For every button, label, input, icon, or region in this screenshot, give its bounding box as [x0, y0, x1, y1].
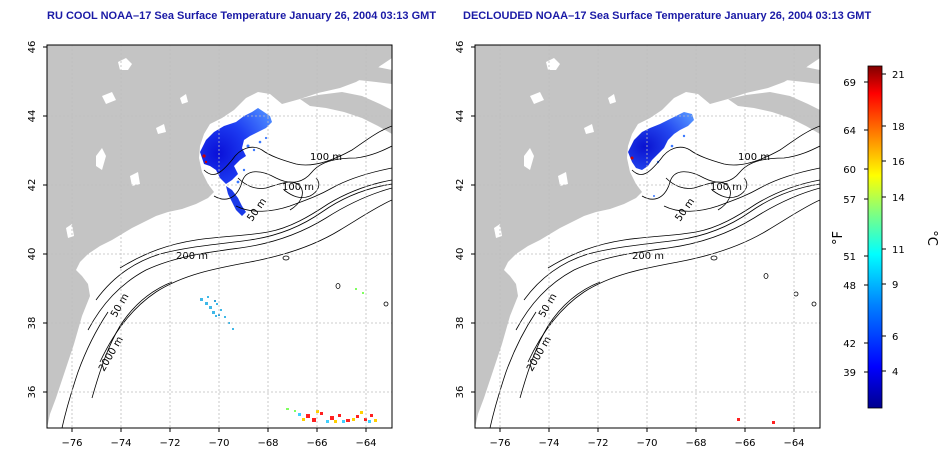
- map-right-gridlines: [475, 45, 820, 428]
- f-tick-label: 57: [843, 195, 856, 206]
- c-tick-label: 6: [892, 332, 898, 343]
- f-tick-label: 64: [843, 126, 856, 137]
- y-tick-label: 42: [455, 179, 466, 192]
- map-right-y-ticks: 36 38 40 42 44 46: [455, 41, 466, 399]
- x-tick-label: −72: [159, 438, 180, 449]
- y-tick-label: 36: [455, 386, 466, 399]
- x-tick-label: −72: [587, 438, 608, 449]
- y-tick-label: 46: [27, 41, 38, 54]
- f-tick-label: 39: [843, 368, 856, 379]
- y-tick-label: 38: [27, 317, 38, 330]
- f-tick-label: 69: [843, 78, 856, 89]
- contour-label: 100 m: [282, 182, 314, 193]
- temperature-colorbar: 69 64 60 57 51 48 42 39 21 18 16 14 11 9…: [831, 65, 939, 409]
- y-tick-label: 42: [27, 179, 38, 192]
- f-tick-label: 48: [843, 281, 856, 292]
- y-tick-label: 40: [455, 248, 466, 261]
- map-left-scattered-sst: [200, 288, 377, 423]
- x-tick-label: −66: [734, 438, 755, 449]
- x-tick-label: −74: [538, 438, 559, 449]
- map-right-contours: [489, 125, 820, 428]
- y-tick-label: 38: [455, 317, 466, 330]
- contour-label: 200 m: [632, 251, 664, 262]
- colorbar-celsius-ticks: 21 18 16 14 11 9 6 4: [892, 70, 905, 378]
- c-tick-label: 14: [892, 193, 905, 204]
- map-right-scattered-sst: [737, 418, 775, 424]
- x-tick-label: −68: [685, 438, 706, 449]
- contour-label: 100 m: [738, 152, 770, 163]
- c-tick-label: 16: [892, 157, 905, 168]
- c-tick-label: 4: [892, 367, 898, 378]
- map-right-x-ticks: −76 −74 −72 −70 −68 −66 −64: [489, 438, 804, 449]
- map-left-gridlines: [47, 45, 392, 428]
- x-tick-label: −64: [355, 438, 376, 449]
- map-title-right: DECLOUDED NOAA–17 Sea Surface Temperatur…: [463, 10, 872, 22]
- contour-label: 100 m: [310, 152, 342, 163]
- f-tick-label: 60: [843, 165, 856, 176]
- c-tick-label: 11: [892, 245, 905, 256]
- map-left-x-ticks: −76 −74 −72 −70 −68 −66 −64: [61, 438, 376, 449]
- fahrenheit-axis-title: °F: [831, 231, 846, 245]
- f-tick-label: 42: [843, 339, 856, 350]
- x-tick-label: −74: [110, 438, 131, 449]
- x-tick-label: −76: [489, 438, 510, 449]
- map-left-land: [47, 45, 392, 428]
- colorbar-fahrenheit-ticks: 69 64 60 57 51 48 42 39: [843, 78, 856, 379]
- contour-label: 200 m: [176, 251, 208, 262]
- celsius-axis-title: °C: [924, 230, 939, 246]
- map-left-y-ticks: 36 38 40 42 44 46: [27, 41, 38, 399]
- c-tick-label: 18: [892, 122, 905, 133]
- y-tick-label: 36: [27, 386, 38, 399]
- map-right-tick-marks: [471, 46, 795, 432]
- x-tick-label: −70: [208, 438, 229, 449]
- map-right: 100 m 100 m 50 m 200 m 50 m 2000 m: [455, 41, 821, 449]
- map-right-sst-field: [628, 112, 694, 197]
- x-tick-label: −68: [257, 438, 278, 449]
- c-tick-label: 21: [892, 70, 905, 81]
- map-left-tick-marks: [43, 46, 367, 432]
- map-left: 100 m 100 m 50 m 200 m 50 m 2000 m: [27, 41, 393, 449]
- map-title-left: RU COOL NOAA–17 Sea Surface Temperature …: [47, 10, 437, 22]
- f-tick-label: 51: [843, 252, 856, 263]
- contour-label: 100 m: [710, 182, 742, 193]
- y-tick-label: 44: [27, 110, 38, 123]
- c-tick-label: 9: [892, 280, 898, 291]
- map-left-contours: [61, 125, 392, 428]
- x-tick-label: −70: [636, 438, 657, 449]
- map-right-land: [475, 45, 820, 428]
- x-tick-label: −66: [306, 438, 327, 449]
- y-tick-label: 40: [27, 248, 38, 261]
- colorbar-gradient: [867, 65, 883, 409]
- x-tick-label: −64: [783, 438, 804, 449]
- x-tick-label: −76: [61, 438, 82, 449]
- y-tick-label: 44: [455, 110, 466, 123]
- y-tick-label: 46: [455, 41, 466, 54]
